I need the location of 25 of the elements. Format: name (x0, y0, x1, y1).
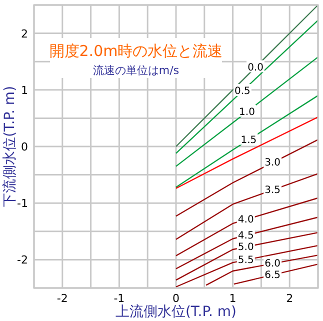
y-tick-label: 0 (21, 140, 28, 154)
title-box: 開度2.0m時の水位と流速 流速の単位はm/s (49, 38, 223, 78)
series-label: 0.0 (248, 62, 264, 74)
series-label: 5.5 (238, 254, 254, 266)
y-tick-label: -1 (17, 197, 28, 210)
x-tick-label: -1 (114, 292, 125, 305)
y-tick-label: 2 (21, 27, 28, 40)
series-label: 1.0 (239, 106, 255, 118)
x-tick-label: 0 (172, 292, 180, 305)
series-label: 3.0 (264, 158, 281, 169)
y-tick-label: 1 (21, 84, 28, 97)
series-label: 6.0 (264, 258, 281, 270)
series-label: 4.5 (238, 230, 254, 242)
series-label: 4.0 (238, 214, 254, 226)
y-axis-title: 下流側水位(T.P. m) (2, 86, 18, 208)
series-label: 0.5 (234, 86, 250, 98)
x-tick-label: 2 (286, 292, 294, 305)
series-label: 1.5 (240, 134, 257, 146)
x-axis-title: 上流側水位(T.P. m) (115, 304, 237, 320)
y-tick-label: -2 (17, 254, 28, 267)
series-label: 6.5 (264, 270, 281, 281)
x-tick-label: 1 (229, 292, 236, 305)
x-tick-label: -2 (56, 292, 68, 305)
series-label: 3.5 (264, 184, 281, 196)
series-label: 5.0 (238, 242, 254, 253)
